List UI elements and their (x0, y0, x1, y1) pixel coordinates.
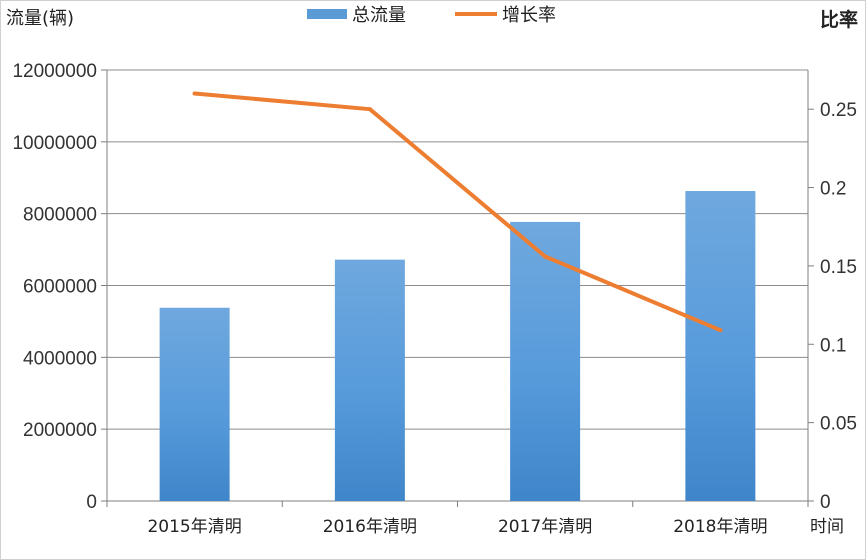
y-tick-label: 0 (86, 492, 97, 513)
legend-swatch-bar (307, 9, 347, 19)
bar (159, 307, 230, 501)
y2-tick-label: 0.1 (820, 335, 846, 356)
y2-tick-label: 0.25 (820, 100, 857, 121)
y2-tick-label: 0.2 (820, 179, 846, 200)
line-point (192, 91, 197, 96)
x-axis-title: 时间 (810, 517, 844, 537)
bar (685, 191, 756, 501)
line-point (543, 254, 548, 259)
y-tick-label: 2000000 (23, 420, 97, 441)
bar-series (159, 191, 756, 502)
legend: 总流量 增长率 (307, 5, 556, 26)
bar (334, 259, 405, 501)
y2-tick-label: 0 (820, 492, 831, 513)
y-tick-label: 6000000 (23, 277, 97, 298)
y-tick-label: 4000000 (23, 348, 97, 369)
line-point (367, 107, 372, 112)
y-axis-title: 流量(辆) (6, 8, 74, 29)
line-series (192, 91, 723, 333)
y2-tick-label: 0.05 (820, 414, 857, 435)
x-tick-label: 2017年清明 (498, 517, 592, 537)
y2-tick-label: 0.15 (820, 257, 857, 278)
bar (510, 221, 581, 502)
y-tick-label: 10000000 (12, 133, 97, 154)
x-tick-label: 2015年清明 (147, 517, 241, 537)
line-point (718, 328, 723, 333)
y2-axis-title: 比率 (820, 8, 858, 31)
x-tick-label: 2016年清明 (323, 517, 417, 537)
y-tick-label: 12000000 (12, 61, 97, 82)
axis-labels: 0 2000000 4000000 6000000 8000000 10000000 120… (6, 8, 858, 537)
y-tick-label: 8000000 (23, 205, 97, 226)
line-series-path (192, 91, 723, 333)
legend-label: 总流量 (352, 5, 406, 26)
legend-label: 增长率 (502, 5, 556, 26)
x-tick-label: 2018年清明 (673, 517, 767, 537)
